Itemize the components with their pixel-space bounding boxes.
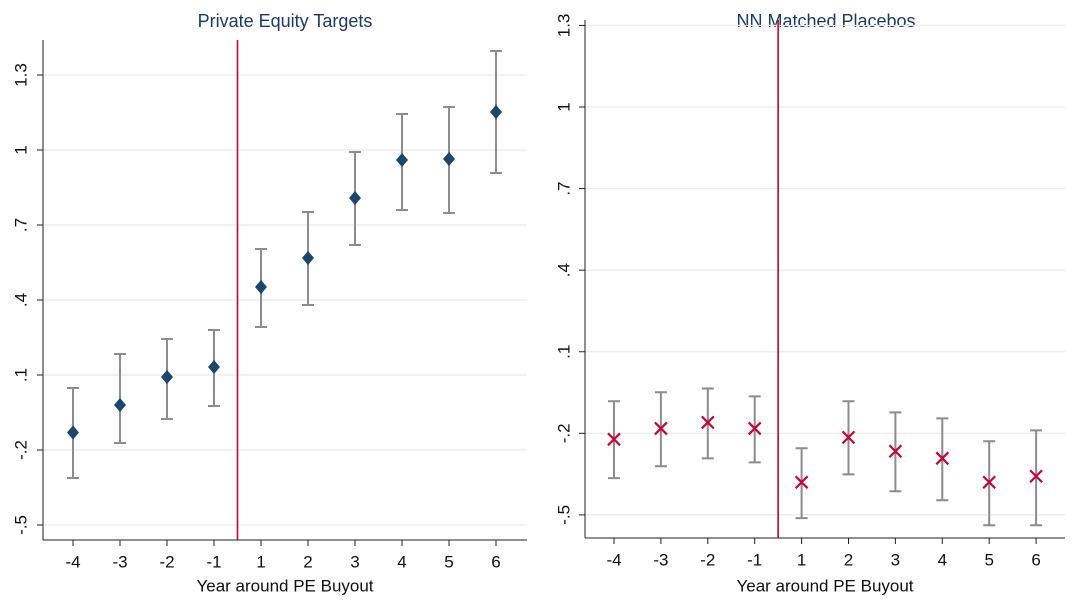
y-tick-label: .1: [11, 368, 30, 382]
point: [888, 444, 903, 459]
point: [255, 280, 267, 294]
chart-title: NN Matched Placebos: [736, 11, 915, 31]
point: [841, 430, 856, 445]
x-tick-label: -2: [700, 550, 715, 569]
point: [607, 432, 621, 447]
y-tick-label: -.5: [11, 515, 30, 535]
x-tick-label: 1: [797, 550, 806, 569]
x-tick-label: -4: [606, 550, 621, 569]
point: [302, 251, 314, 265]
point: [935, 451, 950, 466]
y-tick-label: .7: [554, 181, 573, 195]
y-tick-label: 1.3: [11, 63, 30, 87]
point: [114, 398, 126, 412]
point: [794, 475, 809, 490]
x-tick-label: -1: [747, 550, 762, 569]
x-tick-label: -3: [112, 552, 127, 571]
point: [982, 475, 996, 490]
point: [443, 152, 455, 166]
y-tick-label: -.2: [554, 423, 573, 443]
point: [67, 425, 79, 440]
x-tick-label: 4: [397, 552, 406, 571]
x-axis-title: Year around PE Buyout: [196, 576, 373, 595]
point: [396, 153, 408, 167]
point: [349, 191, 361, 205]
x-tick-label: -3: [653, 550, 668, 569]
point: [208, 360, 220, 374]
x-tick-label: 6: [1031, 550, 1040, 569]
point: [490, 105, 502, 119]
x-tick-label: 2: [303, 552, 312, 571]
y-tick-label: -.2: [11, 440, 30, 460]
x-tick-label: 6: [491, 552, 500, 571]
x-tick-label: 4: [938, 550, 947, 569]
x-axis-title: Year around PE Buyout: [736, 576, 913, 595]
x-tick-label: 5: [444, 552, 453, 571]
point: [161, 370, 173, 384]
chart-title: Private Equity Targets: [198, 11, 373, 31]
y-tick-label: 1: [554, 102, 573, 111]
y-tick-label: 1.3: [554, 14, 573, 38]
x-tick-label: -1: [206, 552, 221, 571]
y-tick-label: .7: [11, 218, 30, 232]
y-tick-label: -.5: [554, 505, 573, 525]
y-tick-label: .4: [11, 293, 30, 307]
x-tick-label: 3: [350, 552, 359, 571]
x-tick-label: 5: [984, 550, 993, 569]
point: [654, 421, 668, 436]
point: [1029, 469, 1043, 484]
y-tick-label: 1: [11, 145, 30, 154]
x-tick-label: 2: [844, 550, 853, 569]
point: [747, 421, 762, 436]
y-tick-label: .1: [554, 345, 573, 359]
x-tick-label: -4: [65, 552, 80, 571]
point: [701, 415, 715, 430]
y-tick-label: .4: [554, 263, 573, 277]
x-tick-label: 1: [256, 552, 265, 571]
x-tick-label: -2: [159, 552, 174, 571]
x-tick-label: 3: [891, 550, 900, 569]
